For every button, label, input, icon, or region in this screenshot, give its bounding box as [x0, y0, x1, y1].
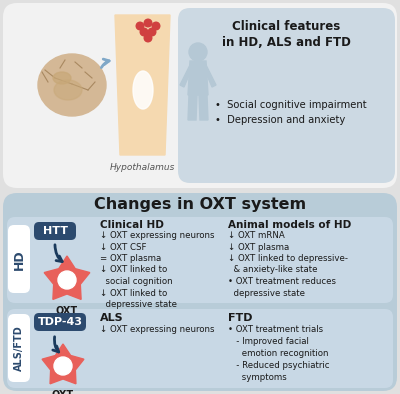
FancyBboxPatch shape: [8, 314, 30, 382]
Text: ↓ OXT plasma: ↓ OXT plasma: [228, 242, 289, 251]
FancyBboxPatch shape: [178, 8, 395, 183]
Text: ↓ OXT linked to: ↓ OXT linked to: [100, 288, 167, 297]
Circle shape: [148, 28, 156, 36]
Text: OXT: OXT: [56, 306, 78, 316]
Text: ↓ OXT expressing neurons: ↓ OXT expressing neurons: [100, 325, 214, 334]
Text: ALS: ALS: [100, 313, 124, 323]
Text: OXT: OXT: [52, 390, 74, 394]
Text: social cognition: social cognition: [100, 277, 173, 286]
Text: ↓ OXT mRNA: ↓ OXT mRNA: [228, 231, 285, 240]
Ellipse shape: [133, 71, 153, 109]
Text: • OXT treatment reduces: • OXT treatment reduces: [228, 277, 336, 286]
Circle shape: [152, 22, 160, 30]
Ellipse shape: [53, 72, 71, 84]
Polygon shape: [188, 61, 208, 95]
Text: ↓ OXT expressing neurons: ↓ OXT expressing neurons: [100, 231, 214, 240]
Polygon shape: [44, 256, 90, 299]
Text: Changes in OXT system: Changes in OXT system: [94, 197, 306, 212]
Text: ↓ OXT linked to depressive-: ↓ OXT linked to depressive-: [228, 254, 348, 263]
Text: depressive state: depressive state: [228, 288, 305, 297]
FancyBboxPatch shape: [7, 309, 393, 388]
Text: HD: HD: [12, 250, 26, 270]
FancyBboxPatch shape: [3, 193, 397, 391]
Polygon shape: [188, 95, 197, 120]
FancyBboxPatch shape: [8, 225, 30, 293]
Ellipse shape: [54, 80, 82, 100]
Text: - Reduced psychiatric: - Reduced psychiatric: [228, 361, 330, 370]
Text: ↓ OXT linked to: ↓ OXT linked to: [100, 266, 167, 275]
Text: & anxiety-like state: & anxiety-like state: [228, 266, 318, 275]
Circle shape: [189, 43, 207, 61]
Text: Clinical HD: Clinical HD: [100, 220, 164, 230]
Text: Clinical features
in HD, ALS and FTD: Clinical features in HD, ALS and FTD: [222, 20, 350, 49]
Text: symptoms: symptoms: [228, 373, 287, 382]
Circle shape: [140, 28, 148, 36]
Polygon shape: [115, 15, 170, 155]
Text: - Improved facial: - Improved facial: [228, 337, 309, 346]
Circle shape: [144, 19, 152, 27]
Text: depressive state: depressive state: [100, 300, 177, 309]
Text: HTT: HTT: [42, 226, 68, 236]
FancyBboxPatch shape: [34, 313, 86, 331]
Text: = OXT plasma: = OXT plasma: [100, 254, 161, 263]
Text: FTD: FTD: [228, 313, 252, 323]
Text: ↓ OXT CSF: ↓ OXT CSF: [100, 242, 146, 251]
Circle shape: [54, 357, 72, 375]
FancyBboxPatch shape: [34, 222, 76, 240]
Circle shape: [136, 22, 144, 30]
Text: • OXT treatment trials: • OXT treatment trials: [228, 325, 323, 334]
Text: TDP-43: TDP-43: [38, 317, 82, 327]
Text: •  Social cognitive impairment: • Social cognitive impairment: [215, 100, 367, 110]
Text: emotion recognition: emotion recognition: [228, 349, 328, 358]
Text: Animal models of HD: Animal models of HD: [228, 220, 351, 230]
Ellipse shape: [38, 54, 106, 116]
Polygon shape: [204, 65, 216, 87]
FancyBboxPatch shape: [7, 217, 393, 303]
Circle shape: [144, 34, 152, 42]
Polygon shape: [199, 95, 208, 120]
Circle shape: [58, 271, 76, 289]
Text: Hypothalamus: Hypothalamus: [109, 163, 175, 172]
FancyBboxPatch shape: [3, 3, 397, 188]
Polygon shape: [180, 65, 192, 87]
Text: •  Depression and anxiety: • Depression and anxiety: [215, 115, 345, 125]
Polygon shape: [42, 344, 84, 384]
Text: ALS/FTD: ALS/FTD: [14, 325, 24, 371]
